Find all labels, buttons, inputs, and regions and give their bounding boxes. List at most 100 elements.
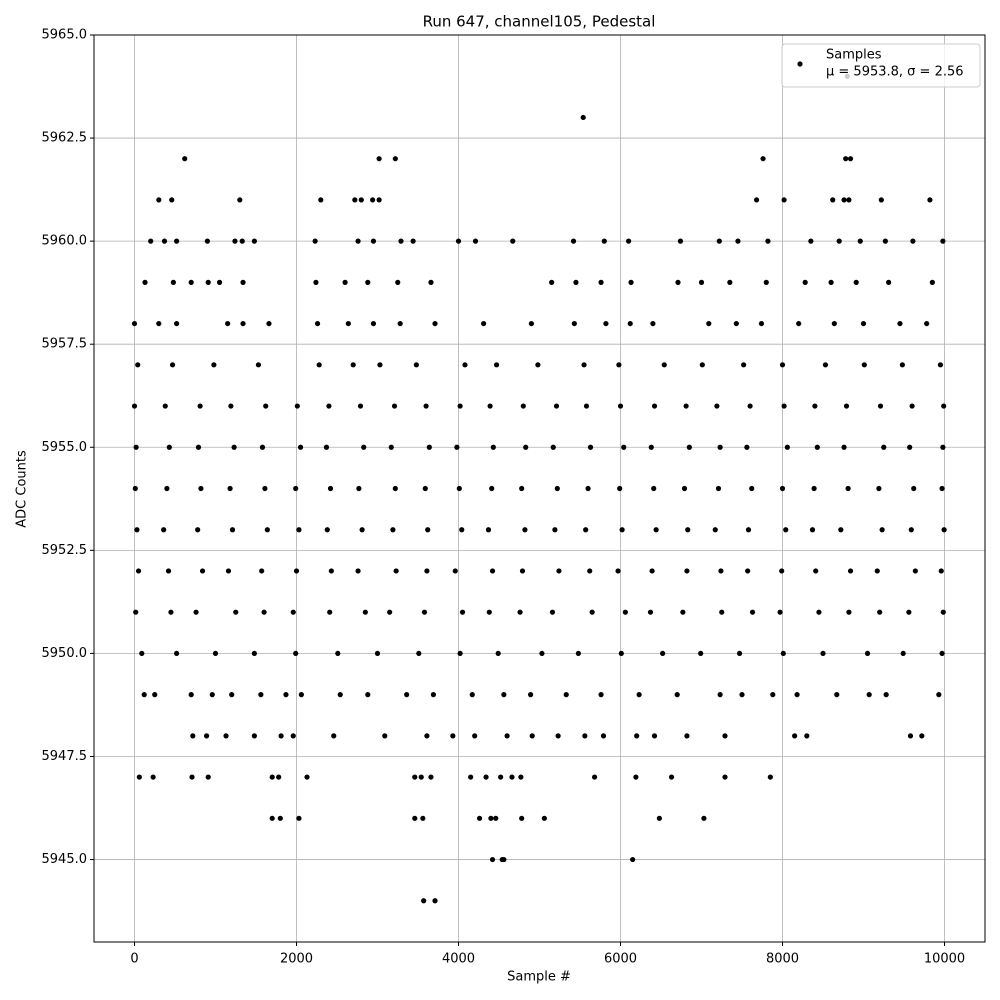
point xyxy=(779,568,785,574)
point xyxy=(135,362,141,368)
point xyxy=(580,114,586,121)
point xyxy=(283,692,289,698)
point xyxy=(820,650,826,657)
point xyxy=(501,692,507,698)
point xyxy=(906,609,912,615)
point xyxy=(156,320,162,327)
point xyxy=(424,733,430,739)
point xyxy=(600,733,607,739)
point xyxy=(535,362,541,368)
point xyxy=(816,609,822,615)
point xyxy=(376,156,382,162)
point xyxy=(749,609,756,615)
point xyxy=(622,609,628,615)
point xyxy=(727,279,733,285)
point xyxy=(712,527,718,533)
y-tick-label: 5962.5 xyxy=(42,131,88,146)
point xyxy=(195,444,202,450)
point xyxy=(717,444,723,450)
point xyxy=(877,403,884,409)
point xyxy=(846,609,852,615)
point xyxy=(304,774,310,780)
point xyxy=(313,279,319,285)
point xyxy=(796,320,802,327)
chart-title: Run 647, channel105, Pedestal xyxy=(423,13,656,31)
point xyxy=(621,444,627,450)
point xyxy=(162,403,168,409)
point xyxy=(910,238,916,244)
point xyxy=(822,362,829,368)
point xyxy=(370,320,377,327)
point xyxy=(924,320,930,327)
point xyxy=(809,527,816,533)
point xyxy=(174,238,180,244)
point xyxy=(674,692,680,698)
point xyxy=(195,527,201,533)
point xyxy=(864,650,871,657)
point xyxy=(188,692,194,698)
point xyxy=(205,279,211,285)
point xyxy=(841,197,847,203)
x-tick-label: 4000 xyxy=(442,952,475,967)
point xyxy=(860,320,867,327)
point xyxy=(423,403,429,409)
point xyxy=(834,692,840,698)
point xyxy=(899,362,905,368)
point xyxy=(733,320,739,327)
point xyxy=(552,527,558,533)
point xyxy=(314,320,321,327)
point xyxy=(251,650,257,657)
y-tick-label: 5955.0 xyxy=(42,440,88,455)
point xyxy=(668,774,675,780)
point xyxy=(847,568,854,574)
point xyxy=(504,733,510,739)
point xyxy=(698,279,705,285)
point xyxy=(686,444,692,450)
point xyxy=(490,444,496,450)
y-tick-label: 5965.0 xyxy=(42,28,88,43)
point xyxy=(741,362,747,368)
point xyxy=(601,238,607,244)
legend-label: Samples xyxy=(826,48,882,63)
point xyxy=(432,898,438,904)
point xyxy=(328,568,334,574)
point xyxy=(831,320,837,327)
point xyxy=(857,238,863,244)
y-tick-label: 5947.5 xyxy=(42,749,88,764)
point xyxy=(150,774,156,780)
point xyxy=(421,898,427,904)
point xyxy=(650,320,656,327)
point xyxy=(701,815,707,821)
point xyxy=(877,609,883,615)
point xyxy=(216,279,223,285)
point xyxy=(148,238,154,244)
point xyxy=(421,609,428,615)
point xyxy=(174,650,180,657)
point xyxy=(940,444,946,450)
point xyxy=(745,527,752,533)
point xyxy=(255,362,262,368)
point xyxy=(853,279,859,285)
point xyxy=(836,238,842,244)
point xyxy=(412,815,418,821)
point xyxy=(240,320,246,327)
point xyxy=(523,444,529,450)
point xyxy=(615,568,621,574)
point xyxy=(753,197,760,203)
point xyxy=(335,650,341,657)
point xyxy=(156,197,162,203)
point xyxy=(237,197,243,203)
point xyxy=(549,609,556,615)
point xyxy=(527,692,534,698)
point xyxy=(228,403,234,409)
point xyxy=(450,733,456,739)
y-tick-label: 5957.5 xyxy=(42,337,88,352)
point xyxy=(170,279,176,285)
point xyxy=(361,444,367,450)
point xyxy=(251,733,257,739)
x-tick-label: 8000 xyxy=(766,952,799,967)
point xyxy=(483,774,489,780)
point xyxy=(555,733,561,739)
point xyxy=(135,568,142,574)
point xyxy=(229,692,235,698)
